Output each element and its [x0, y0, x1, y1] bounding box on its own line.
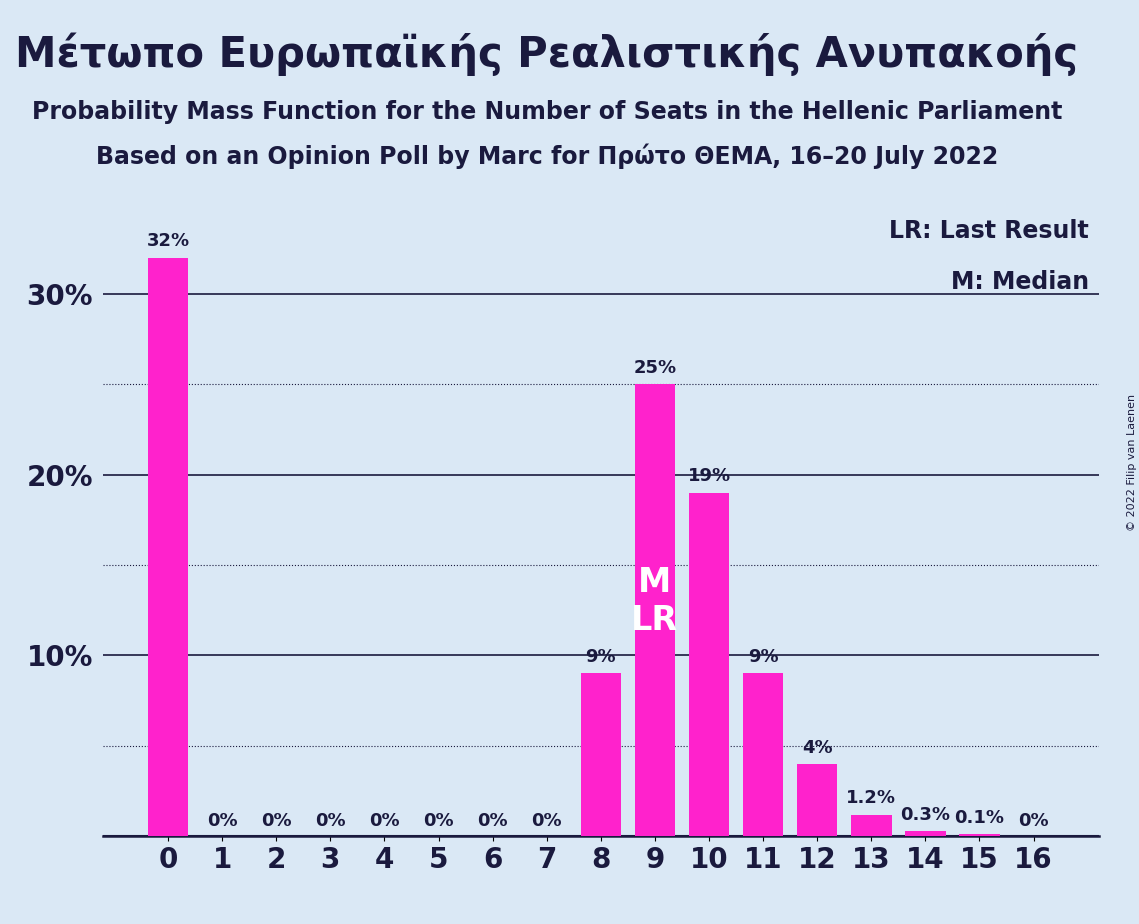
Bar — [851, 815, 892, 836]
Text: 32%: 32% — [147, 232, 190, 250]
Text: Based on an Opinion Poll by Marc for Πρώτο ΘΕΜΑ, 16–20 July 2022: Based on an Opinion Poll by Marc for Πρώ… — [96, 143, 998, 169]
Text: M: Median: M: Median — [951, 270, 1089, 294]
Text: 19%: 19% — [688, 468, 730, 485]
Text: 0%: 0% — [424, 812, 453, 830]
Text: 0%: 0% — [261, 812, 292, 830]
Bar — [581, 674, 621, 836]
Text: 1.2%: 1.2% — [846, 789, 896, 808]
Text: Probability Mass Function for the Number of Seats in the Hellenic Parliament: Probability Mass Function for the Number… — [32, 100, 1062, 124]
Text: 9%: 9% — [748, 649, 778, 666]
Text: 0.3%: 0.3% — [900, 806, 950, 823]
Bar — [906, 831, 945, 836]
Bar — [743, 674, 784, 836]
Bar — [148, 258, 188, 836]
Text: M
LR: M LR — [631, 565, 679, 637]
Text: 0%: 0% — [316, 812, 345, 830]
Text: © 2022 Filip van Laenen: © 2022 Filip van Laenen — [1126, 394, 1137, 530]
Text: 25%: 25% — [633, 359, 677, 377]
Text: LR: Last Result: LR: Last Result — [890, 219, 1089, 243]
Bar — [959, 834, 1000, 836]
Text: 0%: 0% — [532, 812, 562, 830]
Text: Μέτωπο Ευρωπαϊκής Ρεαλιστικής Ανυπακοής: Μέτωπο Ευρωπαϊκής Ρεαλιστικής Ανυπακοής — [15, 32, 1079, 76]
Text: 0.1%: 0.1% — [954, 809, 1005, 827]
Bar — [634, 384, 675, 836]
Text: 4%: 4% — [802, 738, 833, 757]
Text: 9%: 9% — [585, 649, 616, 666]
Text: 0%: 0% — [369, 812, 400, 830]
Text: 0%: 0% — [477, 812, 508, 830]
Bar — [689, 492, 729, 836]
Text: 0%: 0% — [207, 812, 238, 830]
Bar — [797, 764, 837, 836]
Text: 0%: 0% — [1018, 812, 1049, 830]
